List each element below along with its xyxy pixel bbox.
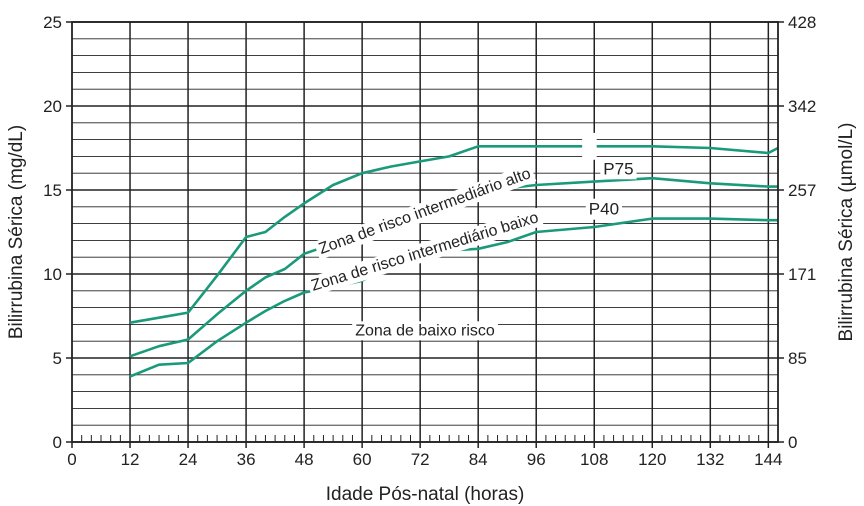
y-tick-label-left: 0 (53, 433, 62, 452)
percentile-label: P75 (603, 159, 633, 178)
y-axis-title-right: Bilirrubina Sérica (µmol/L) (836, 123, 857, 342)
zone-label: Zona de baixo risco (355, 322, 495, 339)
y-tick-label-right: 257 (788, 181, 816, 200)
y-tick-label-right: 0 (788, 433, 797, 452)
percentile-label: P40 (589, 200, 619, 219)
x-tick-label: 24 (179, 450, 198, 469)
y-tick-label-left: 5 (53, 349, 62, 368)
x-tick-label: 132 (696, 450, 724, 469)
y-tick-label-left: 10 (43, 265, 62, 284)
label-background (585, 198, 623, 220)
y-tick-label-right: 342 (788, 97, 816, 116)
x-tick-label: 84 (469, 450, 488, 469)
y-tick-label-right: 171 (788, 265, 816, 284)
label-background (600, 158, 637, 180)
series-lines (129, 145, 779, 378)
label-background (313, 163, 537, 260)
y-axis-title-left: Bilirrubina Sérica (mg/dL) (6, 125, 27, 339)
x-tick-label: 60 (353, 450, 372, 469)
x-tick-label: 144 (754, 450, 782, 469)
x-axis-title: Idade Pós-natal (horas) (326, 484, 525, 505)
x-tick-label: 72 (411, 450, 430, 469)
x-tick-label: 96 (527, 450, 546, 469)
label-background (306, 207, 544, 297)
x-tick-label: 0 (67, 450, 76, 469)
curve-gap (582, 132, 597, 160)
axes: 0 12 24 36 48 60 72 84 96 108 120 132 144 0 5 10 15 20 25 0… (43, 13, 816, 469)
x-tick-label: 48 (295, 450, 314, 469)
y-tick-label-right: 85 (788, 349, 807, 368)
y-tick-label-left: 15 (43, 181, 62, 200)
y-tick-label-left: 25 (43, 13, 62, 32)
plot-frame (71, 21, 779, 443)
series-line-upper (129, 145, 779, 324)
label-background (352, 321, 498, 341)
x-tick-label: 36 (237, 450, 256, 469)
y-tick-label-right: 428 (788, 13, 816, 32)
grid (72, 21, 778, 443)
x-tick-label: 120 (638, 450, 666, 469)
y-tick-label-left: 20 (43, 97, 62, 116)
x-tick-label: 108 (580, 450, 608, 469)
zone-label: Zona de risco intermediário baixo (309, 209, 540, 294)
x-tick-label: 12 (121, 450, 140, 469)
